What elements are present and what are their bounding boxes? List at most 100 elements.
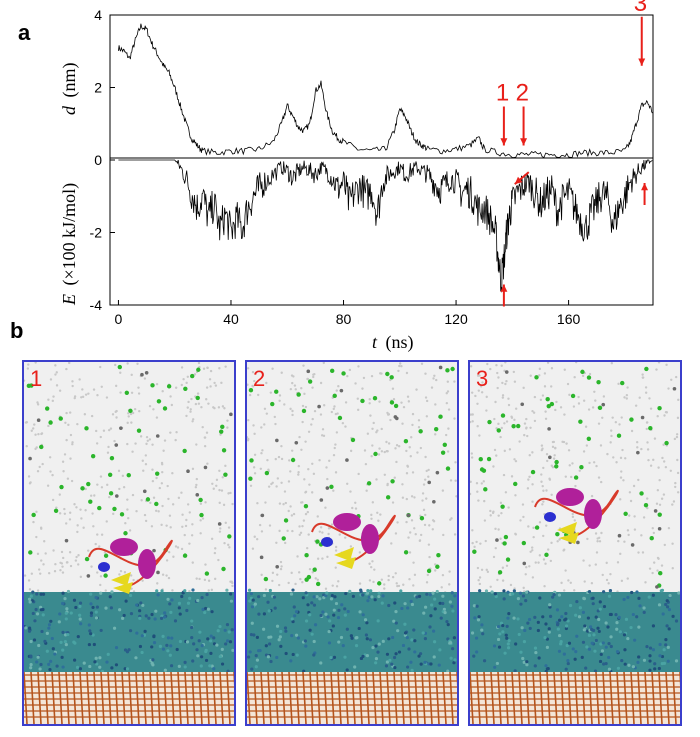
water-molecule <box>180 366 184 369</box>
polymer-bead <box>350 636 354 640</box>
water-molecule <box>27 579 31 582</box>
polymer-bead <box>175 647 179 652</box>
polymer-bead <box>557 593 562 597</box>
polymer-bead <box>403 633 407 637</box>
md-snapshot-image-1 <box>24 362 234 724</box>
polymer-bead <box>651 593 655 597</box>
water-molecule <box>551 445 555 449</box>
water-molecule <box>372 421 375 425</box>
water-molecule <box>201 425 204 429</box>
polymer-bead <box>266 600 270 604</box>
water-molecule <box>108 495 111 499</box>
water-molecule <box>501 381 504 385</box>
polymer-bead <box>66 632 70 637</box>
water-molecule <box>371 560 374 563</box>
polymer-bead <box>289 592 294 596</box>
water-molecule <box>64 421 67 424</box>
ion-particle <box>657 405 662 411</box>
protein-sheet <box>113 582 133 594</box>
water-molecule <box>625 393 629 397</box>
water-molecule <box>144 519 148 523</box>
water-molecule <box>313 409 317 413</box>
ion-particle <box>29 383 34 388</box>
x-tick-label: 120 <box>444 311 468 327</box>
water-molecule <box>258 523 262 527</box>
water-molecule <box>676 458 679 462</box>
water-molecule <box>324 587 328 590</box>
ion-particle <box>389 375 394 380</box>
polymer-bead <box>50 636 54 641</box>
polymer-bead <box>403 622 407 626</box>
water-molecule <box>154 509 158 512</box>
water-molecule <box>542 500 545 503</box>
ion-particle <box>154 501 159 507</box>
ion-particle <box>332 393 337 399</box>
polymer-bead <box>494 594 498 599</box>
water-molecule <box>615 461 618 464</box>
water-molecule <box>349 545 353 548</box>
polymer-bead <box>506 646 511 650</box>
water-molecule <box>555 400 558 404</box>
polymer-bead <box>73 641 77 645</box>
water-molecule <box>357 365 360 368</box>
polymer-bead <box>208 664 212 668</box>
water-molecule <box>231 584 234 588</box>
water-molecule <box>266 458 269 462</box>
water-molecule <box>665 411 669 414</box>
polymer-bead <box>196 598 200 603</box>
water-molecule <box>312 373 315 376</box>
polymer-bead <box>255 658 260 662</box>
water-molecule <box>81 395 85 399</box>
water-molecule <box>478 576 482 579</box>
water-molecule <box>256 502 259 505</box>
polymer-bead <box>89 592 93 596</box>
water-molecule <box>65 561 69 564</box>
polymer-bead <box>556 621 560 626</box>
ion-particle <box>112 506 117 512</box>
polymer-bead <box>186 601 191 605</box>
polymer-bead <box>170 598 174 602</box>
polymer-bead <box>89 632 93 636</box>
water-molecule <box>474 394 477 398</box>
polymer-bead <box>492 644 497 648</box>
polymer-bead <box>433 607 437 611</box>
polymer-bead <box>480 628 484 632</box>
polymer-bead <box>359 588 363 592</box>
water-molecule <box>109 427 113 430</box>
water-molecule <box>94 429 98 433</box>
counter-ion-particle <box>115 494 119 498</box>
water-molecule <box>296 555 299 558</box>
polymer-bead <box>552 593 556 597</box>
water-molecule <box>395 444 399 447</box>
water-molecule <box>181 513 184 516</box>
water-molecule <box>657 362 661 364</box>
water-molecule <box>328 459 331 462</box>
polymer-bead <box>671 614 675 618</box>
polymer-bead <box>58 612 62 616</box>
water-molecule <box>395 460 398 464</box>
water-molecule <box>611 416 614 419</box>
water-molecule <box>34 433 37 436</box>
water-molecule <box>169 395 172 398</box>
counter-ion-particle <box>294 441 299 445</box>
ion-particle <box>658 570 663 576</box>
water-molecule <box>531 483 534 486</box>
counter-ion-particle <box>548 455 552 460</box>
water-molecule <box>470 391 474 394</box>
water-molecule <box>444 433 448 437</box>
water-molecule <box>561 440 564 444</box>
water-molecule <box>349 490 352 493</box>
water-molecule <box>40 559 43 562</box>
polymer-bead <box>247 588 252 592</box>
polymer-bead <box>366 599 370 603</box>
water-molecule <box>453 533 457 536</box>
water-molecule <box>148 404 152 408</box>
water-molecule <box>563 413 566 416</box>
water-molecule <box>34 362 37 364</box>
polymer-bead <box>567 641 572 645</box>
polymer-bead <box>185 608 189 613</box>
polymer-bead <box>423 605 428 609</box>
water-molecule <box>473 545 476 549</box>
water-molecule <box>185 381 188 385</box>
polymer-bead <box>78 667 83 671</box>
